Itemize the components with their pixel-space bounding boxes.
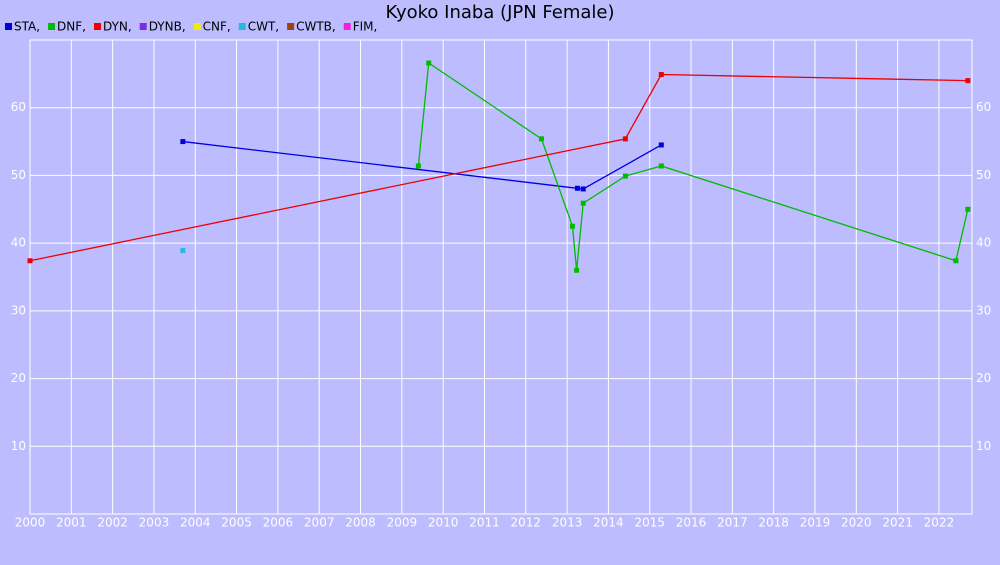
point [426,60,432,66]
point [574,267,580,273]
point [622,173,628,179]
x-tick-label: 2017 [717,516,748,530]
x-tick-label: 2022 [924,516,955,530]
x-tick-label: 2013 [552,516,583,530]
x-tick-label: 2006 [263,516,294,530]
x-tick-label: 2008 [345,516,376,530]
y-tick-label: 30 [11,303,26,317]
x-tick-label: 2016 [676,516,707,530]
legend-label: DYN, [103,20,132,34]
point [569,223,575,229]
legend-label: FIM, [353,20,378,34]
series-line [417,61,969,271]
legend-swatch [48,23,56,30]
x-tick-label: 2004 [180,516,211,530]
y-tick-label-right: 20 [976,371,991,385]
y-tick-label: 40 [11,236,26,250]
point [415,163,421,169]
legend-label: CWT, [248,20,279,34]
point [538,136,544,142]
point [622,136,628,142]
x-tick-label: 2001 [56,516,87,530]
point [180,139,186,145]
point [965,206,971,212]
point [580,186,586,192]
series-line [29,73,968,262]
x-tick-label: 2011 [469,516,500,530]
chart-title: Kyoko Inaba (JPN Female) [385,2,614,23]
point [953,258,959,264]
legend-swatch [93,23,101,30]
x-tick-label: 2003 [139,516,170,530]
x-tick-label: 2002 [97,516,128,530]
legend-label: STA, [14,20,40,34]
legend-swatch [5,23,12,30]
y-tick-label-right: 60 [976,100,991,114]
legend-label: CNF, [203,20,231,34]
legend-swatch [343,23,351,30]
y-tick-label: 60 [11,100,26,114]
point [574,185,580,191]
x-tick-label: 2014 [593,516,624,530]
legend-swatch [193,23,201,30]
point [658,142,664,148]
point [27,258,33,264]
legend-swatch [287,23,295,30]
x-tick-label: 2018 [758,516,789,530]
point [180,248,186,254]
x-tick-label: 2005 [221,516,252,530]
legend-swatch [139,23,147,30]
point [658,163,664,169]
x-tick-label: 2015 [634,516,665,530]
y-tick-label-right: 10 [976,439,991,453]
point [580,200,586,206]
x-tick-label: 2000 [15,516,46,530]
x-tick-label: 2021 [882,516,913,530]
point [658,72,664,78]
y-tick-label: 50 [11,168,26,182]
legend-swatch [238,23,246,30]
series-line [182,140,662,190]
x-tick-label: 2020 [841,516,872,530]
legend-label: DNF, [57,20,86,34]
y-tick-label-right: 30 [976,303,991,317]
x-tick-label: 2010 [428,516,459,530]
y-tick-label-right: 40 [976,236,991,250]
legend-label: CWTB, [296,20,336,34]
legend-label: DYNB, [149,20,186,34]
x-tick-label: 2009 [387,516,418,530]
x-tick-label: 2012 [511,516,542,530]
point [965,78,971,84]
x-tick-label: 2019 [800,516,831,530]
y-tick-label-right: 50 [976,168,991,182]
x-tick-label: 2007 [304,516,335,530]
y-tick-label: 20 [11,371,26,385]
y-tick-label: 10 [11,439,26,453]
